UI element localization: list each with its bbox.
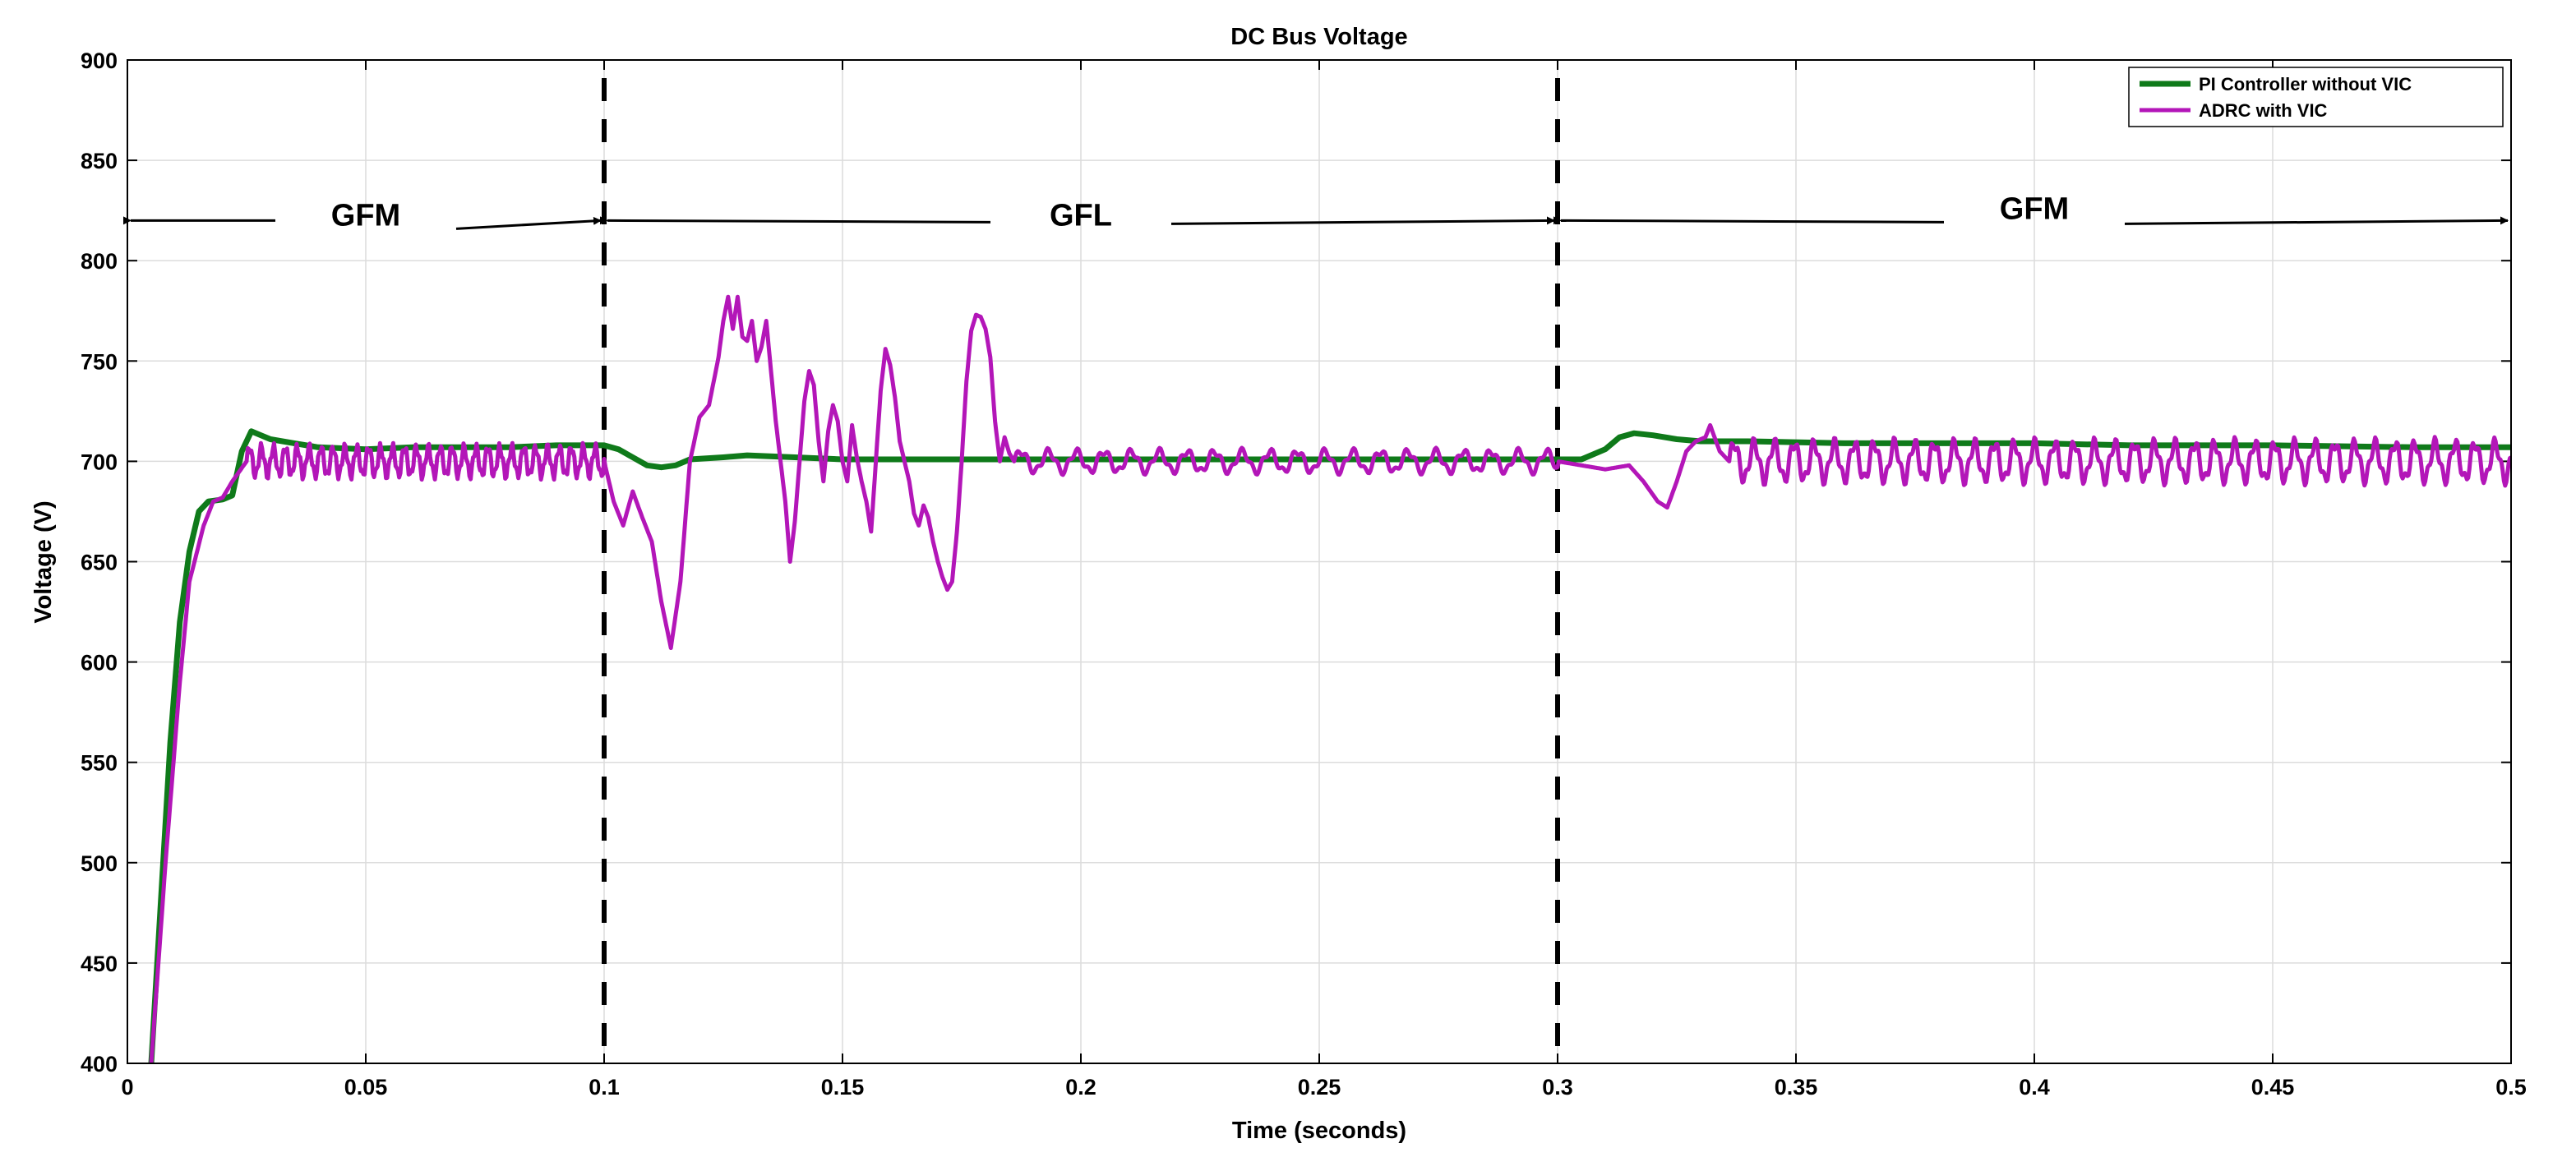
y-tick-label: 700 (81, 449, 118, 474)
annotation-label: GFL (1050, 198, 1112, 233)
annotation-arrow-right (2124, 216, 2509, 225)
y-tick-label: 450 (81, 952, 118, 976)
x-tick-label: 0.2 (1065, 1075, 1096, 1100)
mode-annotations: GFM GFL GFM (123, 191, 2509, 233)
x-ticks: 0 0.05 0.1 0.15 0.2 0.25 0.3 0.35 0.4 0.45 0.5 (121, 60, 2527, 1100)
x-axis-label: Time (seconds) (1232, 1118, 1406, 1144)
y-tick-label: 800 (81, 249, 118, 274)
annotation-label: GFM (331, 198, 400, 233)
annotation-arrow-left (599, 216, 991, 225)
legend-label-adrc: ADRC with VIC (2199, 100, 2328, 121)
x-tick-label: 0 (121, 1075, 133, 1100)
grid (127, 60, 2511, 1063)
x-tick-label: 0.15 (821, 1075, 865, 1100)
y-tick-label: 600 (81, 651, 118, 675)
legend-label-pi: PI Controller without VIC (2199, 74, 2412, 95)
series-line-pi (148, 428, 2511, 1063)
x-tick-label: 0.05 (344, 1075, 388, 1100)
x-tick-label: 0.1 (589, 1075, 620, 1100)
y-tick-label: 650 (81, 551, 118, 575)
y-tick-label: 500 (81, 851, 118, 876)
y-tick-label: 750 (81, 349, 118, 374)
annotation-arrow-right (455, 216, 602, 230)
chart-title: DC Bus Voltage (1230, 24, 1407, 50)
legend-box (2128, 67, 2504, 127)
x-tick-label: 0.25 (1298, 1075, 1341, 1100)
annotation-label: GFM (2000, 191, 2069, 226)
y-tick-label: 900 (81, 48, 118, 73)
series-lines (148, 294, 2511, 1063)
x-tick-label: 0.4 (2019, 1075, 2050, 1100)
x-tick-label: 0.35 (1775, 1075, 1818, 1100)
x-tick-label: 0.45 (2251, 1075, 2295, 1100)
y-axis-label: Voltage (V) (30, 500, 57, 623)
y-ticks: 400 450 500 550 600 650 700 750 800 850 900 (81, 48, 2511, 1076)
annotation-arrow-left (1553, 216, 1945, 225)
y-tick-label: 850 (81, 149, 118, 173)
x-tick-label: 0.3 (1542, 1075, 1573, 1100)
y-tick-label: 400 (81, 1052, 118, 1076)
y-tick-label: 550 (81, 751, 118, 776)
x-tick-label: 0.5 (2495, 1075, 2527, 1100)
legend: PI Controller without VIC ADRC with VIC (2128, 67, 2504, 127)
plot-frame (127, 59, 2512, 1064)
series-line-adrc (149, 294, 2511, 1063)
annotation-arrow-right (1170, 216, 1555, 225)
